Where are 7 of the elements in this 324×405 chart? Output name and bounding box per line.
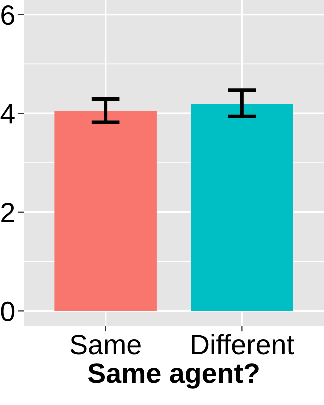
x-tick-label: Same [70, 335, 141, 355]
y-tick-label: 0 [1, 302, 15, 322]
y-tick-label: 4 [0, 104, 15, 124]
y-tick-label: 6 [2, 5, 14, 26]
x-axis-title: Same agent? [88, 364, 259, 389]
x-tick-label: Different [192, 334, 294, 355]
y-tick-label: 2 [2, 203, 14, 222]
